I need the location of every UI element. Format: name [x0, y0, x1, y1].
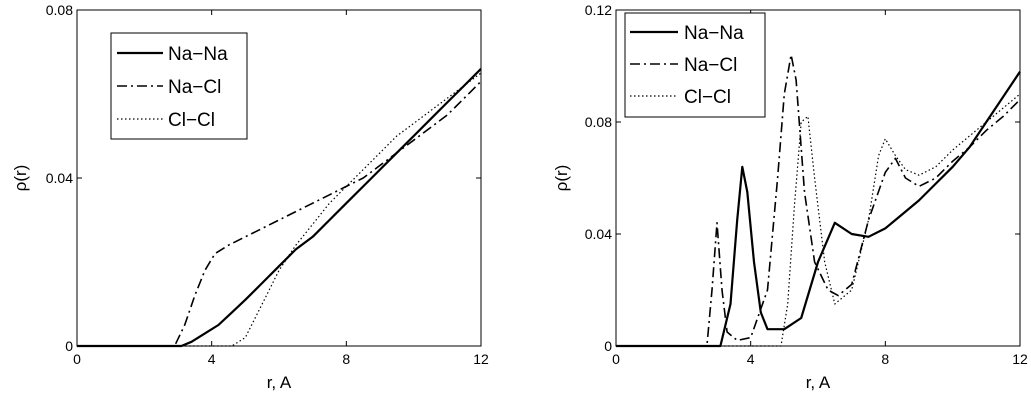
x-tick-label: 8	[881, 351, 889, 367]
x-tick-label: 12	[473, 351, 489, 367]
legend: Na−Na Na−Cl Cl−Cl	[110, 32, 248, 140]
x-tick-label: 4	[208, 351, 216, 367]
y-tick-label: 0.04	[46, 170, 73, 186]
x-tick-label: 0	[73, 351, 81, 367]
legend-label-na-na: Na−Na	[168, 44, 228, 65]
series-line-na-na	[77, 68, 482, 348]
y-tick-label: 0.12	[585, 2, 612, 18]
legend-box	[110, 32, 248, 140]
legend-label-cl-cl: Cl−Cl	[168, 110, 215, 131]
left-plot: 0 4 8 12 0 0.04 0.08 r, A ρ(r) Na−Na Na−Cl Cl−…	[11, 2, 489, 392]
series-layer	[616, 54, 1021, 348]
y-tick-label: 0.08	[585, 114, 612, 130]
series-line-na-na	[616, 70, 1021, 348]
tick-layer: 0 4 8 12 0 0.04 0.08 0.12	[585, 2, 1028, 367]
legend: Na−Na Na−Cl Cl−Cl	[624, 12, 766, 118]
y-tick-label: 0.08	[46, 2, 73, 18]
y-tick-label: 0	[65, 338, 73, 354]
y-tick-label: 0	[604, 338, 612, 354]
series-layer	[77, 68, 482, 348]
series-line-na-cl	[77, 80, 482, 347]
legend-label-na-cl: Na−Cl	[168, 77, 221, 98]
tick-layer: 0 4 8 12 0 0.04 0.08	[46, 2, 489, 367]
legend-box	[624, 12, 766, 118]
x-axis-label: r, A	[267, 373, 292, 392]
legend-label-na-cl: Na−Cl	[684, 55, 737, 76]
x-tick-label: 8	[342, 351, 350, 367]
series-line-na-cl	[616, 54, 1021, 347]
y-axis-label: ρ(r)	[11, 165, 30, 192]
y-axis-label: ρ(r)	[552, 165, 571, 192]
x-axis-label: r, A	[806, 373, 831, 392]
x-tick-label: 4	[747, 351, 755, 367]
right-plot: 0 4 8 12 0 0.04 0.08 0.12 r, A ρ(r) Na−Na Na−Cl…	[552, 2, 1028, 392]
x-tick-label: 0	[612, 351, 620, 367]
legend-label-na-na: Na−Na	[684, 23, 744, 44]
x-tick-label: 12	[1012, 351, 1028, 367]
legend-label-cl-cl: Cl−Cl	[684, 87, 731, 108]
y-tick-label: 0.04	[585, 226, 612, 242]
